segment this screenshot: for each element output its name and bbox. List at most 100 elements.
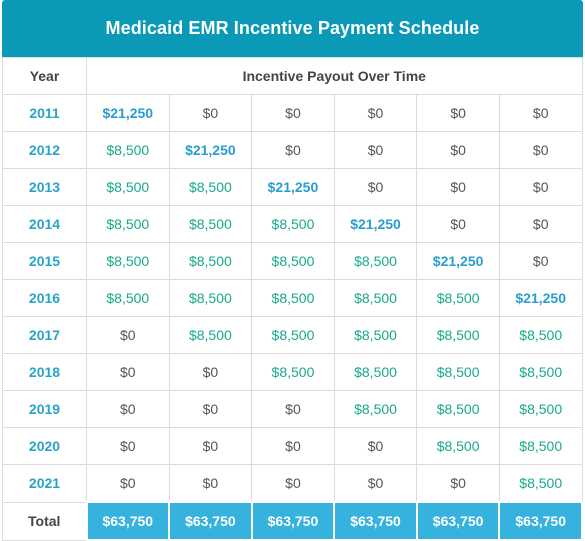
table-row: 2012 $8,500 $21,250 $0 $0 $0 $0 [2, 131, 583, 169]
table-row: 2015 $8,500 $8,500 $8,500 $8,500 $21,250 $0 [2, 242, 583, 280]
payout-cell: $8,500 [251, 316, 335, 354]
payout-cell: $8,500 [498, 390, 583, 428]
payout-cell: $8,500 [498, 427, 583, 465]
payout-cell: $8,500 [416, 353, 500, 391]
payout-cell: $8,500 [498, 353, 583, 391]
table-row: 2021 $0 $0 $0 $0 $0 $8,500 [2, 464, 583, 503]
payout-cell: $8,500 [86, 168, 170, 206]
total-cell: $63,750 [250, 501, 336, 541]
payout-cell: $8,500 [498, 316, 583, 354]
payout-cell: $0 [86, 316, 170, 354]
payout-cell: $21,250 [251, 168, 335, 206]
table-body: 2011 $21,250 $0 $0 $0 $0 $0 2012 $8,500 $21,250 $0… [2, 94, 583, 541]
payout-cell: $8,500 [498, 464, 583, 503]
payout-cell: $0 [498, 131, 583, 169]
payment-schedule-table: Year Incentive Payout Over Time 2011 $21,… [2, 57, 583, 541]
total-cell: $63,750 [415, 501, 501, 541]
payout-cell: $8,500 [168, 242, 253, 280]
table-row: 2020 $0 $0 $0 $0 $8,500 $8,500 [2, 427, 583, 465]
table-row: 2017 $0 $8,500 $8,500 $8,500 $8,500 $8,500 [2, 316, 583, 354]
total-label: Total [2, 501, 87, 541]
payout-cell: $21,250 [86, 94, 170, 132]
payout-cell: $8,500 [251, 242, 335, 280]
table-title: Medicaid EMR Incentive Payment Schedule [2, 0, 583, 57]
payout-column-header: Incentive Payout Over Time [86, 57, 583, 95]
payout-cell: $0 [498, 94, 583, 132]
payout-cell: $0 [86, 464, 170, 503]
payout-cell: $8,500 [333, 242, 418, 280]
payout-cell: $0 [168, 94, 253, 132]
payout-cell: $0 [333, 168, 418, 206]
total-cell: $63,750 [498, 501, 583, 541]
table-row: 2016 $8,500 $8,500 $8,500 $8,500 $8,500 $21,25… [2, 279, 583, 317]
payout-cell: $8,500 [333, 279, 418, 317]
payout-cell: $0 [168, 390, 253, 428]
year-cell: 2016 [2, 279, 87, 317]
payout-cell: $0 [416, 205, 500, 243]
payout-cell: $0 [168, 353, 253, 391]
payout-cell: $8,500 [333, 353, 418, 391]
payout-cell: $21,250 [168, 131, 253, 169]
payout-cell: $0 [251, 94, 335, 132]
payout-cell: $0 [333, 464, 418, 503]
payout-cell: $0 [333, 94, 418, 132]
payout-cell: $8,500 [168, 168, 253, 206]
table-row: 2018 $0 $0 $8,500 $8,500 $8,500 $8,500 [2, 353, 583, 391]
total-cell: $63,750 [85, 501, 171, 541]
payout-cell: $8,500 [86, 131, 170, 169]
table-row: 2013 $8,500 $8,500 $21,250 $0 $0 $0 [2, 168, 583, 206]
payout-cell: $8,500 [416, 390, 500, 428]
payout-cell: $0 [168, 427, 253, 465]
year-cell: 2013 [2, 168, 87, 206]
payout-cell: $0 [416, 168, 500, 206]
payout-cell: $8,500 [168, 316, 253, 354]
year-cell: 2019 [2, 390, 87, 428]
payout-cell: $8,500 [416, 279, 500, 317]
payout-cell: $21,250 [416, 242, 500, 280]
payout-cell: $0 [86, 353, 170, 391]
payout-cell: $0 [86, 390, 170, 428]
payout-cell: $8,500 [86, 205, 170, 243]
total-row: Total $63,750 $63,750 $63,750 $63,750 $63,750… [2, 501, 583, 541]
header-row: Year Incentive Payout Over Time [2, 57, 583, 95]
payout-cell: $8,500 [251, 205, 335, 243]
payout-cell: $8,500 [416, 316, 500, 354]
payout-cell: $8,500 [168, 205, 253, 243]
payout-cell: $8,500 [416, 427, 500, 465]
payout-cell: $8,500 [168, 279, 253, 317]
year-column-header: Year [2, 57, 87, 95]
year-cell: 2014 [2, 205, 87, 243]
payout-cell: $0 [416, 131, 500, 169]
table-row: 2019 $0 $0 $0 $8,500 $8,500 $8,500 [2, 390, 583, 428]
total-cell: $63,750 [333, 501, 418, 541]
year-cell: 2018 [2, 353, 87, 391]
table-row: 2011 $21,250 $0 $0 $0 $0 $0 [2, 94, 583, 132]
payout-cell: $0 [498, 168, 583, 206]
payout-cell: $8,500 [86, 242, 170, 280]
payout-cell: $0 [86, 427, 170, 465]
payout-cell: $0 [498, 242, 583, 280]
payout-cell: $0 [251, 427, 335, 465]
payout-cell: $8,500 [333, 390, 418, 428]
payout-cell: $0 [333, 131, 418, 169]
payout-cell: $0 [168, 464, 253, 503]
year-cell: 2021 [2, 464, 87, 503]
total-cell: $63,750 [168, 501, 253, 541]
payout-cell: $8,500 [333, 316, 418, 354]
year-cell: 2020 [2, 427, 87, 465]
year-cell: 2011 [2, 94, 87, 132]
table-row: 2014 $8,500 $8,500 $8,500 $21,250 $0 $0 [2, 205, 583, 243]
year-cell: 2017 [2, 316, 87, 354]
payout-cell: $8,500 [251, 279, 335, 317]
payout-cell: $0 [498, 205, 583, 243]
payout-cell: $0 [251, 390, 335, 428]
payout-cell: $8,500 [251, 353, 335, 391]
payout-cell: $0 [416, 464, 500, 503]
payout-cell: $8,500 [86, 279, 170, 317]
payout-cell: $0 [251, 464, 335, 503]
payout-cell: $0 [251, 131, 335, 169]
payout-cell: $0 [333, 427, 418, 465]
payout-cell: $21,250 [333, 205, 418, 243]
payout-cell: $21,250 [498, 279, 583, 317]
